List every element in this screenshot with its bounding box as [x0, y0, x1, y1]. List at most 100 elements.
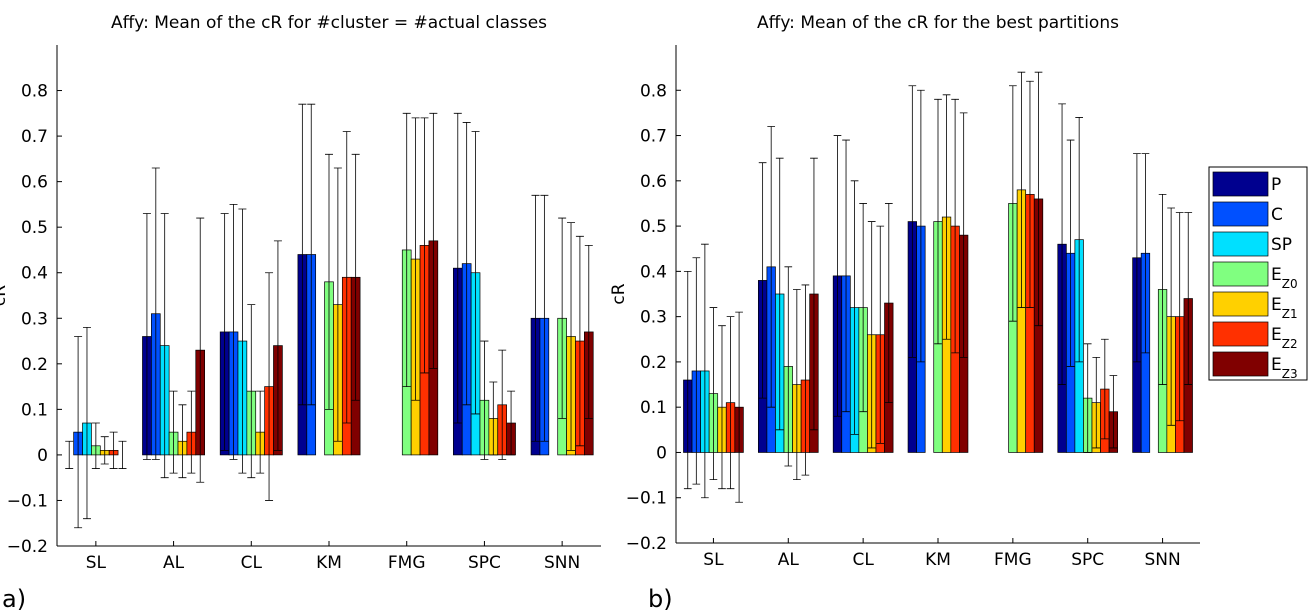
- chart-title: Affy: Mean of the cR for the best partit…: [757, 13, 1119, 33]
- y-tick-label: −0.2: [626, 534, 667, 554]
- x-tick-label: SPC: [468, 553, 501, 573]
- error-bar: [1009, 85, 1017, 322]
- error-bar: [82, 326, 91, 520]
- error-bar: [489, 381, 498, 456]
- legend-label: EZ1: [1271, 295, 1298, 321]
- error-bar: [1092, 356, 1101, 449]
- error-bar: [1141, 153, 1150, 354]
- error-bar: [810, 157, 818, 431]
- error-bar: [1075, 117, 1084, 363]
- error-bar: [298, 103, 307, 406]
- legend-label: C: [1271, 205, 1283, 225]
- error-bar: [575, 235, 584, 447]
- error-bar: [1017, 71, 1026, 308]
- legend-swatch: [1212, 231, 1269, 257]
- y-tick-label: 0.2: [21, 355, 48, 375]
- y-tick-label: 0.5: [640, 217, 667, 237]
- error-bar: [1167, 207, 1175, 426]
- error-bar: [735, 311, 743, 503]
- y-tick-label: 0.6: [21, 173, 48, 193]
- x-tick-label: SNN: [544, 553, 580, 573]
- y-tick-label: 0: [656, 443, 667, 463]
- error-bar: [709, 307, 718, 481]
- error-bar: [247, 304, 256, 479]
- legend-label-sub: Z1: [1282, 307, 1298, 321]
- error-bar: [942, 94, 951, 340]
- error-bar: [1066, 139, 1075, 367]
- error-bar: [908, 85, 917, 358]
- y-axis-label: cR: [609, 283, 629, 304]
- error-bar: [833, 135, 842, 417]
- error-bar: [498, 349, 507, 460]
- x-tick-label: SNN: [1144, 550, 1180, 570]
- error-bar: [273, 240, 282, 451]
- legend-swatch: [1212, 201, 1269, 227]
- error-bar: [351, 153, 360, 401]
- error-bar: [187, 390, 196, 474]
- error-bar: [151, 167, 160, 460]
- x-tick-label: KM: [316, 553, 342, 573]
- error-bar: [801, 284, 810, 476]
- x-tick-label: FMG: [994, 550, 1032, 570]
- error-bar: [196, 217, 205, 483]
- error-bar: [1109, 375, 1118, 449]
- y-tick-label: 0.7: [640, 127, 667, 147]
- error-bar: [1058, 103, 1066, 385]
- error-bar: [342, 131, 351, 424]
- error-bar: [540, 194, 549, 442]
- error-bar: [531, 194, 540, 442]
- legend-label-sub: Z0: [1282, 277, 1298, 291]
- error-bar: [238, 208, 247, 474]
- y-tick-label: 0.1: [640, 398, 667, 418]
- legend-label-sub: Z2: [1282, 337, 1298, 351]
- y-tick-label: 0.8: [21, 82, 48, 102]
- legend-swatch: [1212, 351, 1269, 377]
- y-tick-label: 0.5: [21, 218, 48, 238]
- x-tick-label: CL: [852, 550, 874, 570]
- error-bar: [867, 221, 876, 449]
- error-bar: [229, 204, 238, 460]
- error-bar: [1100, 338, 1109, 440]
- legend-label: SP: [1271, 235, 1292, 255]
- error-bar: [453, 112, 462, 424]
- y-axis-label: cR: [0, 285, 10, 306]
- error-bar: [567, 222, 576, 451]
- y-tick-label: 0.4: [640, 262, 667, 282]
- error-bar: [1034, 71, 1043, 327]
- error-bar: [792, 289, 801, 481]
- error-bar: [471, 131, 480, 415]
- error-bar: [842, 139, 850, 413]
- legend-swatch: [1212, 291, 1269, 317]
- error-bar: [701, 243, 709, 499]
- error-bar: [65, 440, 74, 469]
- error-bar: [411, 117, 420, 401]
- legend-label: EZ0: [1271, 265, 1298, 291]
- y-tick-label: −0.1: [626, 489, 667, 509]
- error-bar: [118, 440, 127, 469]
- error-bar: [265, 272, 274, 501]
- y-tick-label: 0: [37, 446, 48, 466]
- error-bar: [917, 89, 925, 363]
- y-tick-label: 0.2: [640, 353, 667, 373]
- error-bar: [1158, 194, 1167, 385]
- error-bar: [74, 336, 83, 529]
- error-bar: [758, 162, 767, 399]
- error-bar: [1133, 153, 1141, 363]
- error-bar: [220, 213, 229, 451]
- y-tick-label: −0.1: [7, 491, 48, 511]
- legend-swatch: [1212, 261, 1269, 287]
- error-bar: [683, 270, 692, 490]
- error-bar: [91, 422, 100, 469]
- error-bar: [726, 316, 735, 490]
- y-tick-label: 0.3: [21, 309, 48, 329]
- error-bar: [959, 112, 968, 358]
- error-bar: [178, 404, 187, 479]
- error-bar: [859, 203, 867, 413]
- legend-label: P: [1271, 175, 1281, 195]
- x-tick-label: SPC: [1071, 550, 1104, 570]
- error-bar: [850, 180, 859, 435]
- error-bar: [767, 126, 776, 408]
- error-bar: [109, 431, 118, 469]
- error-bar: [307, 103, 316, 406]
